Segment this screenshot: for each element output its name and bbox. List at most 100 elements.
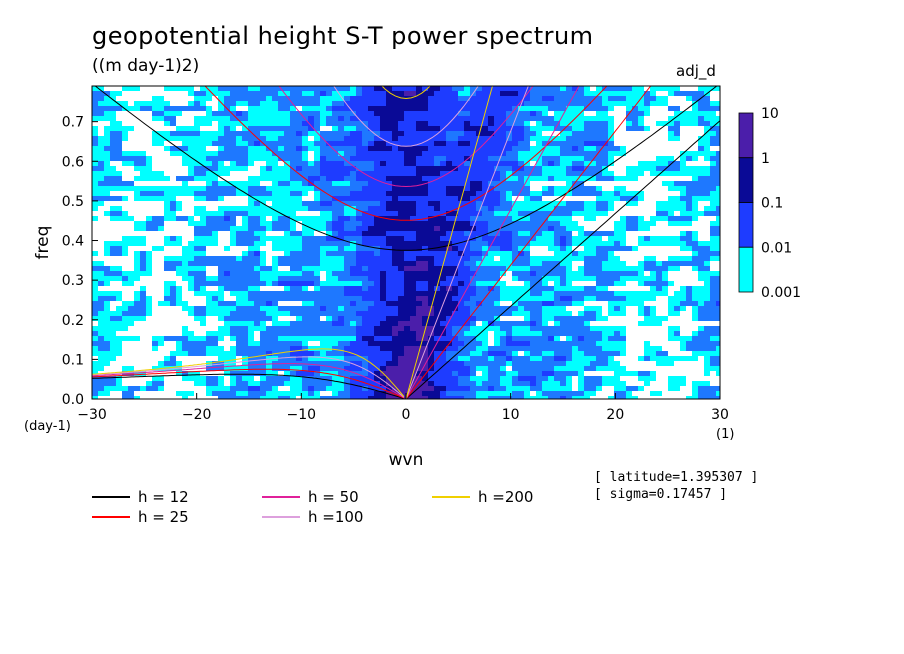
heatmap-cell	[230, 276, 236, 281]
heatmap-cell	[308, 141, 314, 146]
heatmap-cell	[122, 246, 128, 251]
heatmap-cell	[110, 201, 116, 206]
heatmap-cell	[632, 206, 638, 211]
heatmap-cell	[302, 221, 308, 226]
heatmap-cell	[122, 131, 128, 136]
heatmap-cell	[584, 96, 590, 101]
heatmap-cell	[122, 136, 128, 141]
heatmap-cell	[248, 331, 254, 336]
heatmap-cell	[236, 151, 242, 156]
heatmap-cell	[92, 86, 98, 91]
heatmap-cell	[680, 356, 686, 361]
heatmap-cell	[218, 196, 224, 201]
heatmap-cell	[632, 161, 638, 166]
heatmap-cell	[176, 206, 182, 211]
heatmap-cell	[98, 296, 104, 301]
heatmap-cell	[488, 181, 494, 186]
heatmap-cell	[254, 186, 260, 191]
heatmap-cell	[464, 336, 470, 341]
heatmap-cell	[518, 186, 524, 191]
heatmap-cell	[158, 176, 164, 181]
heatmap-cell	[650, 86, 656, 91]
heatmap-cell	[158, 251, 164, 256]
heatmap-cell	[584, 336, 590, 341]
heatmap-cell	[584, 196, 590, 201]
heatmap-cell	[596, 261, 602, 266]
heatmap-cell	[182, 146, 188, 151]
heatmap-cell	[590, 151, 596, 156]
heatmap-cell	[170, 201, 176, 206]
heatmap-cell	[296, 101, 302, 106]
heatmap-cell	[614, 231, 620, 236]
heatmap-cell	[236, 266, 242, 271]
heatmap-cell	[326, 211, 332, 216]
heatmap-cell	[362, 141, 368, 146]
heatmap-cell	[338, 111, 344, 116]
heatmap-cell	[224, 101, 230, 106]
heatmap-cell	[596, 321, 602, 326]
heatmap-cell	[620, 106, 626, 111]
heatmap-cell	[656, 336, 662, 341]
heatmap-cell	[542, 86, 548, 91]
heatmap-cell	[626, 231, 632, 236]
heatmap-cell	[644, 351, 650, 356]
heatmap-cell	[218, 271, 224, 276]
heatmap-cell	[566, 91, 572, 96]
heatmap-cell	[626, 251, 632, 256]
heatmap-cell	[212, 336, 218, 341]
heatmap-cell	[176, 256, 182, 261]
heatmap-cell	[344, 311, 350, 316]
heatmap-cell	[260, 106, 266, 111]
heatmap-cell	[194, 136, 200, 141]
heatmap-cell	[116, 346, 122, 351]
heatmap-cell	[632, 276, 638, 281]
heatmap-cell	[716, 216, 720, 221]
heatmap-cell	[248, 241, 254, 246]
heatmap-cell	[176, 151, 182, 156]
heatmap-cell	[596, 236, 602, 241]
heatmap-cell	[716, 316, 720, 321]
heatmap-cell	[620, 281, 626, 286]
heatmap-cell	[332, 246, 338, 251]
heatmap-cell	[344, 116, 350, 121]
heatmap-cell	[386, 126, 392, 131]
heatmap-cell	[242, 231, 248, 236]
heatmap-cell	[536, 321, 542, 326]
heatmap-cell	[572, 151, 578, 156]
heatmap-cell	[698, 286, 704, 291]
heatmap-cell	[212, 211, 218, 216]
heatmap-cell	[440, 331, 446, 336]
heatmap-cell	[140, 281, 146, 286]
heatmap-cell	[392, 326, 398, 331]
heatmap-cell	[254, 316, 260, 321]
heatmap-cell	[494, 206, 500, 211]
heatmap-cell	[608, 226, 614, 231]
heatmap-cell	[248, 111, 254, 116]
heatmap-cell	[278, 331, 284, 336]
heatmap-cell	[284, 306, 290, 311]
heatmap-cell	[518, 146, 524, 151]
heatmap-cell	[620, 111, 626, 116]
heatmap-cell	[542, 341, 548, 346]
heatmap-cell	[608, 106, 614, 111]
heatmap-cell	[668, 296, 674, 301]
heatmap-cell	[488, 341, 494, 346]
heatmap-cell	[692, 226, 698, 231]
heatmap-cell	[98, 286, 104, 291]
heatmap-cell	[218, 246, 224, 251]
heatmap-cell	[296, 291, 302, 296]
heatmap-cell	[350, 281, 356, 286]
heatmap-cell	[476, 246, 482, 251]
heatmap-cell	[230, 141, 236, 146]
heatmap-cell	[374, 106, 380, 111]
heatmap-cell	[596, 246, 602, 251]
heatmap-cell	[134, 241, 140, 246]
heatmap-cell	[314, 206, 320, 211]
heatmap-cell	[410, 351, 416, 356]
heatmap-cell	[392, 176, 398, 181]
heatmap-cell	[212, 306, 218, 311]
heatmap-cell	[284, 101, 290, 106]
heatmap-cell	[224, 146, 230, 151]
heatmap-cell	[242, 141, 248, 146]
heatmap-cell	[98, 106, 104, 111]
